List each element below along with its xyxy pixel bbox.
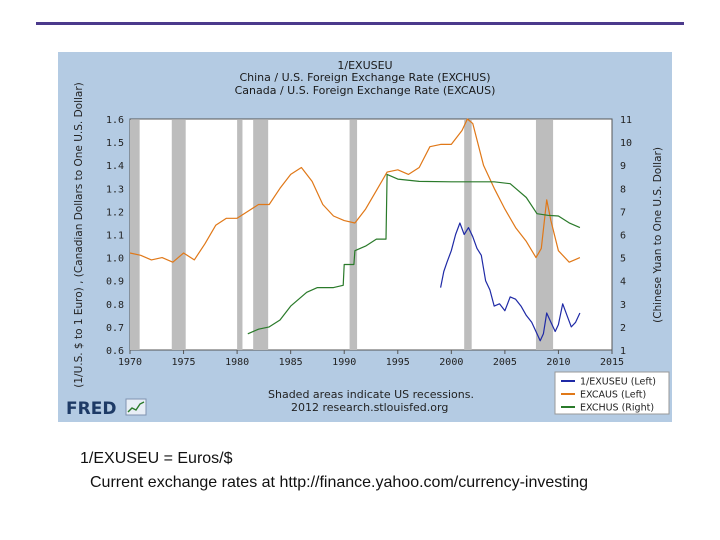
y-tick-label-right: 6	[620, 231, 626, 242]
y-tick-label-left: 1.2	[106, 207, 124, 218]
fred-logo-graph-line	[127, 401, 145, 413]
series-line-1exuseu	[440, 222, 581, 342]
x-tick-label: 1980	[225, 357, 249, 368]
y-tick-label-left: 0.9	[106, 277, 124, 288]
legend-label: 1/EXUSEU (Left)	[580, 377, 656, 388]
y-tick-label-right: 7	[620, 207, 626, 218]
y-tick-label-left: 0.8	[106, 300, 124, 311]
y-tick-label-left: 1.4	[106, 161, 124, 172]
y-tick-label-left: 1.6	[106, 115, 124, 126]
svg-text:FRED: FRED	[66, 399, 116, 419]
recession-band	[349, 120, 358, 350]
y-tick-label-left: 1.3	[106, 184, 124, 195]
y-axis-label-left: (1/U.S. $ to 1 Euro) , (Canadian Dollars…	[73, 82, 85, 388]
chart-title: 1/EXUSEU	[337, 59, 392, 72]
recession-band	[464, 120, 472, 350]
y-tick-label-right: 4	[620, 277, 626, 288]
y-tick-label-right: 1	[620, 346, 626, 357]
series-line-exchus	[247, 173, 581, 335]
y-tick-label-right: 10	[620, 138, 632, 149]
chart-subtitle-2: Canada / U.S. Foreign Exchange Rate (EXC…	[235, 84, 496, 97]
recession-note: Shaded areas indicate US recessions.	[268, 388, 474, 401]
chart-subtitle-1: China / U.S. Foreign Exchange Rate (EXCH…	[239, 71, 490, 84]
x-tick-label: 1985	[279, 357, 303, 368]
top-rule	[36, 22, 684, 25]
x-tick-label: 2010	[546, 357, 570, 368]
legend: 1/EXUSEU (Left) EXCAUS (Left) EXCHUS (Righ…	[554, 371, 670, 415]
y-tick-label-right: 3	[620, 300, 626, 311]
y-tick-label-left: 1.0	[106, 254, 124, 265]
chart-panel: 1/EXUSEU China / U.S. Foreign Exchange R…	[58, 52, 672, 422]
caption-line-1: 1/EXUSEU = Euros/$	[80, 450, 233, 467]
y-tick-label-left: 0.7	[106, 323, 124, 334]
fred-logo: FRED	[66, 398, 147, 419]
recession-band	[130, 120, 140, 350]
recession-band	[253, 120, 269, 350]
y-tick-label-right: 8	[620, 184, 626, 195]
x-tick-label: 2005	[493, 357, 517, 368]
y-tick-label-right: 2	[620, 323, 626, 334]
x-tick-label: 2015	[600, 357, 624, 368]
recession-band	[237, 120, 243, 350]
fred-logo-graph-icon	[125, 398, 147, 416]
x-tick-label: 1970	[118, 357, 142, 368]
legend-label: EXCAUS (Left)	[580, 390, 646, 401]
y-tick-label-left: 1.1	[106, 231, 124, 242]
x-tick-label: 1975	[172, 357, 196, 368]
y-tick-label-right: 9	[620, 161, 626, 172]
y-tick-label-left: 1.5	[106, 138, 124, 149]
recession-band	[535, 120, 554, 350]
y-tick-label-right: 11	[620, 115, 632, 126]
caption-line-2: Current exchange rates at http://finance…	[90, 474, 589, 491]
legend-label: EXCHUS (Right)	[580, 403, 654, 414]
x-tick-label: 1995	[386, 357, 410, 368]
source-note: 2012 research.stlouisfed.org	[291, 401, 448, 414]
y-axis-label-right: (Chinese Yuan to One U.S. Dollar)	[652, 147, 664, 323]
recession-band	[171, 120, 186, 350]
x-tick-label: 2000	[439, 357, 463, 368]
x-tick-label: 1990	[332, 357, 356, 368]
y-tick-label-left: 0.6	[106, 346, 124, 357]
y-tick-label-right: 5	[620, 254, 626, 265]
series-line-excaus	[129, 118, 581, 263]
fred-chart: 1/EXUSEU China / U.S. Foreign Exchange R…	[66, 59, 670, 419]
